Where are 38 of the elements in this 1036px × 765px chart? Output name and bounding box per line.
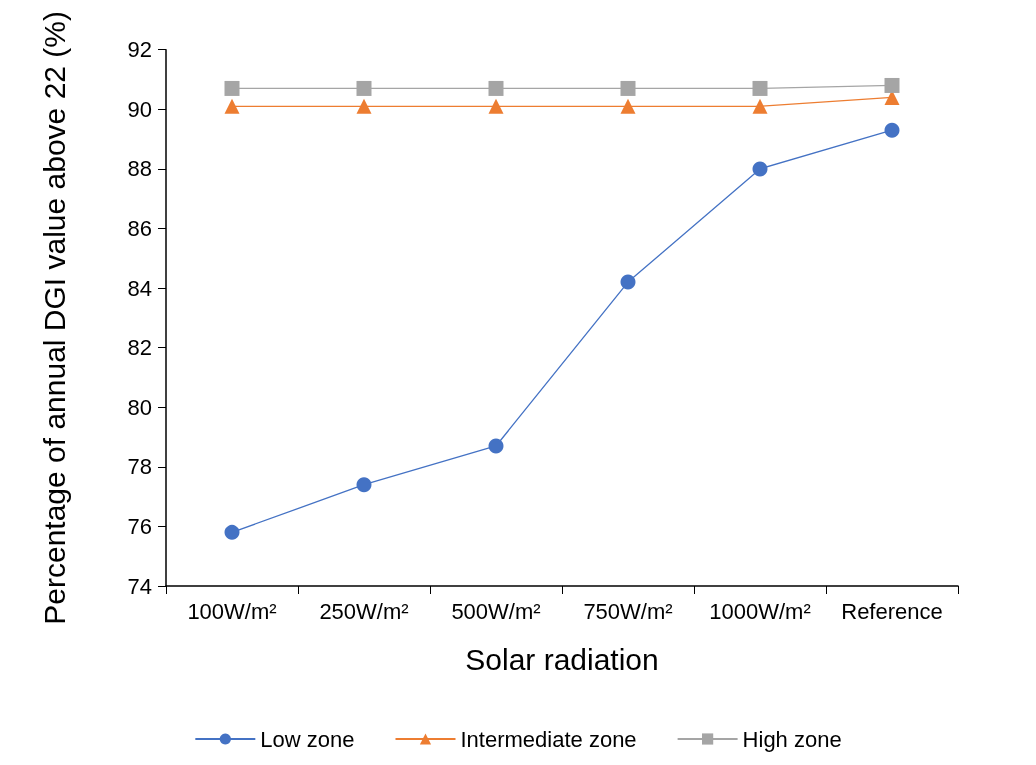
y-tick-label: 80	[127, 394, 152, 420]
point	[356, 80, 372, 96]
y-tick-label: 86	[127, 215, 152, 241]
point	[488, 80, 504, 96]
y-tick-label: 74	[127, 573, 152, 599]
y-tick-label: 92	[127, 37, 152, 63]
point	[620, 80, 636, 96]
point	[224, 80, 240, 96]
y-tick-label: 82	[127, 335, 152, 361]
point	[488, 98, 504, 114]
x-tick-label: 1000W/m²	[709, 598, 811, 624]
y-axis-title: Percentage of annual DGI value above 22 (%)	[37, 11, 71, 625]
legend-label: Low zone	[260, 726, 355, 752]
y-tick-label: 88	[127, 156, 152, 182]
point	[884, 77, 900, 93]
point	[224, 98, 240, 114]
point	[884, 122, 900, 138]
point	[752, 161, 768, 177]
x-tick-label: 250W/m²	[319, 598, 409, 624]
point	[752, 80, 768, 96]
legend-label: Intermediate zone	[460, 726, 637, 752]
y-tick-label: 84	[127, 275, 152, 301]
point	[488, 438, 504, 454]
legend-label: High zone	[742, 726, 842, 752]
point	[620, 98, 636, 114]
point	[356, 477, 372, 493]
x-tick-label: 500W/m²	[451, 598, 541, 624]
point	[752, 98, 768, 114]
y-tick-label: 90	[127, 96, 152, 122]
x-axis-title: Solar radiation	[465, 642, 659, 676]
x-tick-label: Reference	[841, 598, 943, 624]
point	[620, 274, 636, 290]
y-tick-label: 76	[127, 513, 152, 539]
point	[224, 524, 240, 540]
x-tick-label: 750W/m²	[583, 598, 673, 624]
y-tick-label: 78	[127, 454, 152, 480]
point	[356, 98, 372, 114]
x-tick-label: 100W/m²	[187, 598, 277, 624]
